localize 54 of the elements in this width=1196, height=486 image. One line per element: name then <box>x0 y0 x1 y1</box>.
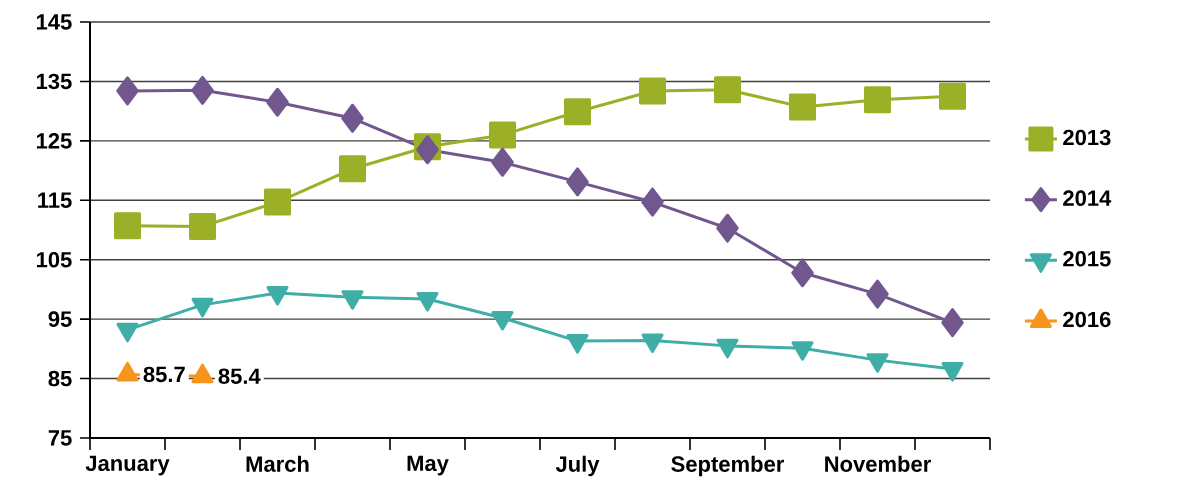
legend-label: 2014 <box>1063 190 1112 206</box>
legend-label: 2013 <box>1063 129 1111 146</box>
y-tick-label: 105 <box>36 251 72 268</box>
point <box>941 362 964 382</box>
point <box>939 82 966 110</box>
point <box>341 290 364 310</box>
x-tick-label: July <box>555 455 600 477</box>
point <box>191 75 214 105</box>
x-tick-label: January <box>85 455 170 476</box>
point <box>639 77 666 105</box>
point <box>116 76 139 106</box>
x-tick-label: May <box>407 455 449 476</box>
y-tick-label: 125 <box>36 133 72 149</box>
point <box>566 167 589 197</box>
point <box>491 147 514 177</box>
point <box>641 333 664 354</box>
point <box>266 87 289 117</box>
y-tick-label: 145 <box>36 14 72 30</box>
point <box>866 279 889 309</box>
y-tick-label: 135 <box>36 73 72 90</box>
point <box>114 212 141 240</box>
point <box>116 322 139 343</box>
y-tick-label: 95 <box>48 311 72 327</box>
point <box>866 353 889 373</box>
point <box>641 187 664 217</box>
legend-label: 2015 <box>1063 251 1111 267</box>
point <box>864 86 891 114</box>
point <box>341 103 364 133</box>
legend-label: 2016 <box>1063 311 1111 328</box>
point <box>791 341 814 361</box>
x-tick-label: September <box>671 455 784 477</box>
data-label: 85.4 <box>218 368 261 384</box>
point <box>491 310 514 331</box>
point <box>489 121 517 149</box>
point <box>941 308 964 338</box>
point <box>339 155 366 183</box>
point <box>191 297 214 318</box>
y-tick-label: 75 <box>48 430 72 446</box>
point <box>566 334 589 354</box>
point <box>416 291 439 312</box>
point <box>716 213 739 243</box>
data-label: 85.7 <box>143 366 185 383</box>
point <box>189 212 217 240</box>
x-tick-label: November <box>825 455 931 472</box>
point <box>714 76 741 104</box>
point <box>789 93 816 121</box>
y-tick-label: 115 <box>38 192 72 208</box>
point <box>264 188 292 216</box>
x-tick-label: March <box>246 455 309 472</box>
y-tick-label: 85 <box>48 370 72 387</box>
point <box>716 338 739 359</box>
point <box>266 285 289 306</box>
point <box>791 258 814 288</box>
point <box>564 98 591 126</box>
